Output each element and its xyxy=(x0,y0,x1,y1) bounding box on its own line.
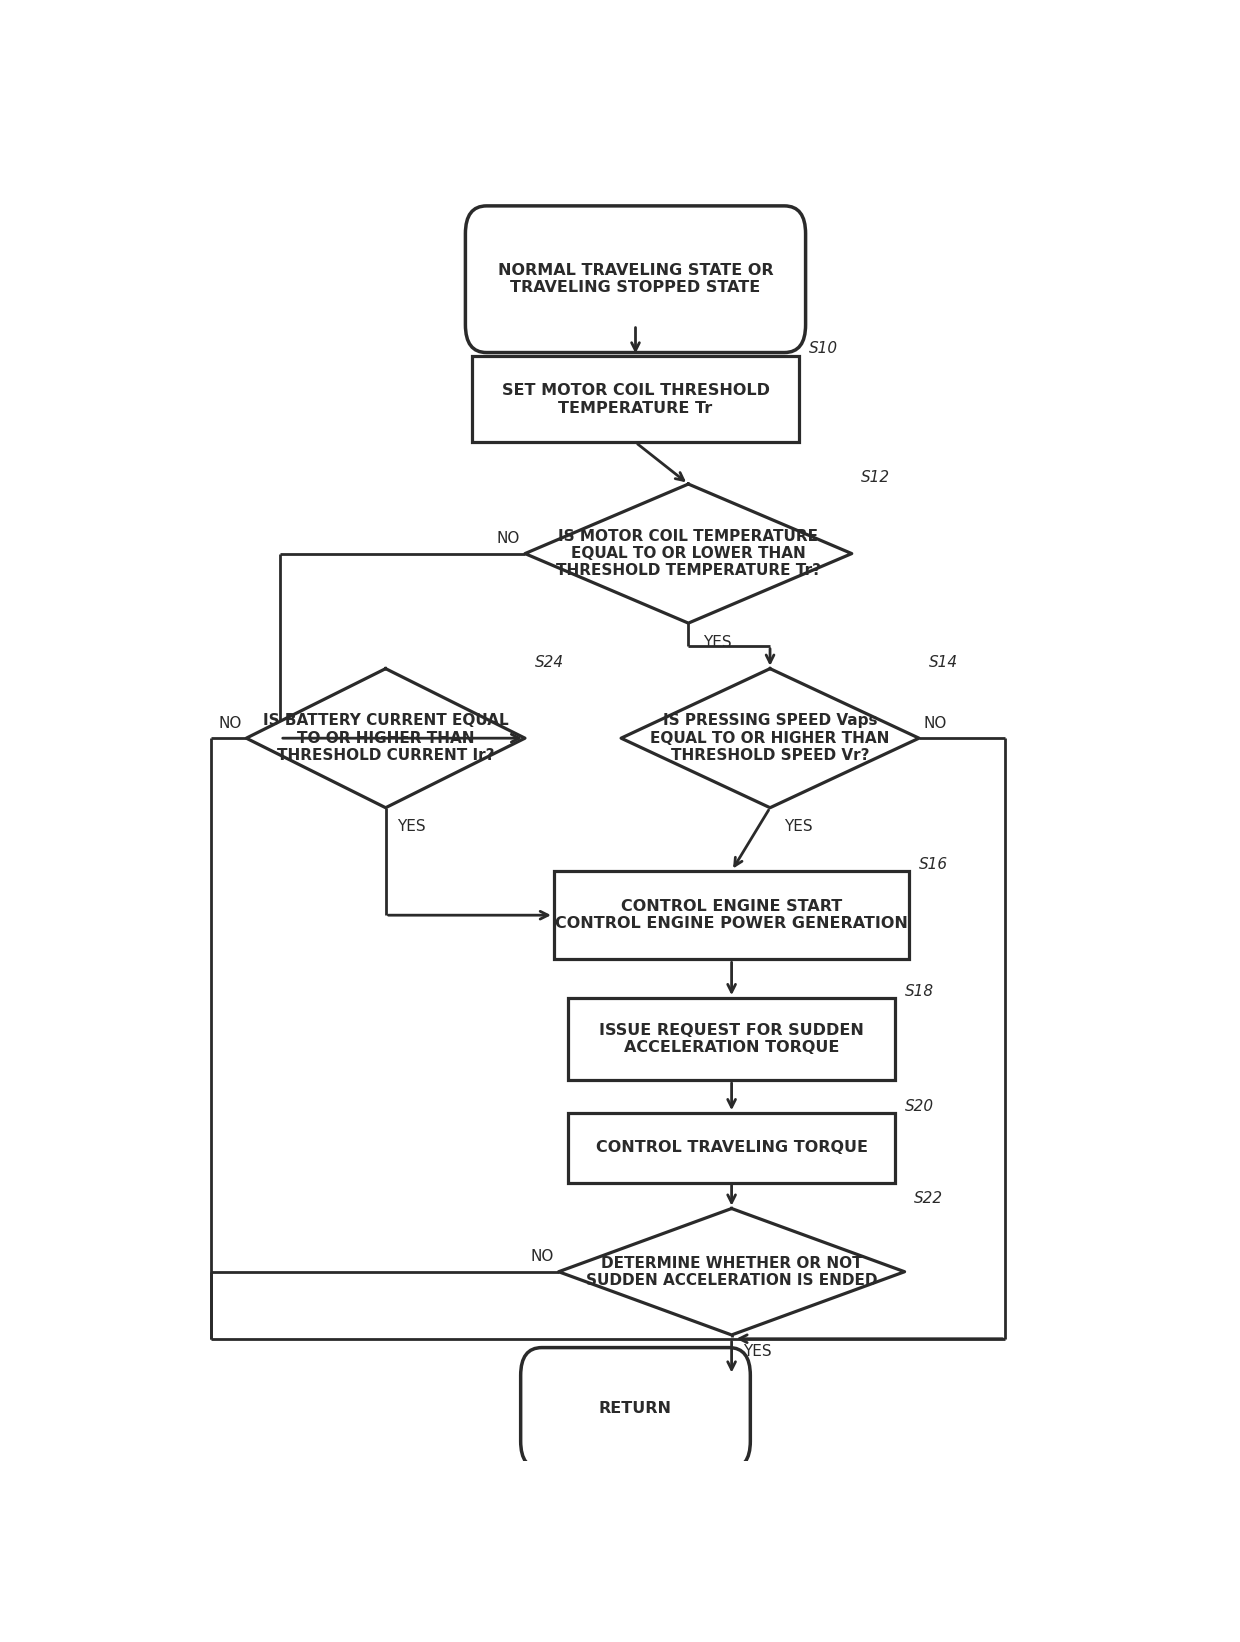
Polygon shape xyxy=(525,484,852,622)
Bar xyxy=(568,1113,895,1182)
Polygon shape xyxy=(247,668,525,808)
Text: DETERMINE WHETHER OR NOT
SUDDEN ACCELERATION IS ENDED: DETERMINE WHETHER OR NOT SUDDEN ACCELERA… xyxy=(585,1256,878,1287)
Text: S24: S24 xyxy=(534,655,564,670)
Text: NO: NO xyxy=(924,716,947,731)
Text: SET MOTOR COIL THRESHOLD
TEMPERATURE Tr: SET MOTOR COIL THRESHOLD TEMPERATURE Tr xyxy=(501,383,770,415)
Text: S18: S18 xyxy=(905,984,934,998)
Bar xyxy=(472,356,799,442)
Text: YES: YES xyxy=(785,819,813,834)
Text: CONTROL ENGINE START
CONTROL ENGINE POWER GENERATION: CONTROL ENGINE START CONTROL ENGINE POWE… xyxy=(556,898,908,931)
Text: YES: YES xyxy=(397,819,425,834)
Text: S14: S14 xyxy=(929,655,957,670)
Text: NO: NO xyxy=(531,1250,554,1264)
Text: IS MOTOR COIL TEMPERATURE
EQUAL TO OR LOWER THAN
THRESHOLD TEMPERATURE Tr?: IS MOTOR COIL TEMPERATURE EQUAL TO OR LO… xyxy=(556,529,821,578)
Text: YES: YES xyxy=(743,1343,771,1360)
FancyBboxPatch shape xyxy=(465,205,806,353)
Text: S16: S16 xyxy=(919,857,949,872)
Text: NORMAL TRAVELING STATE OR
TRAVELING STOPPED STATE: NORMAL TRAVELING STATE OR TRAVELING STOP… xyxy=(497,263,774,296)
Text: S12: S12 xyxy=(862,470,890,486)
Text: YES: YES xyxy=(703,634,732,650)
Text: ISSUE REQUEST FOR SUDDEN
ACCELERATION TORQUE: ISSUE REQUEST FOR SUDDEN ACCELERATION TO… xyxy=(599,1023,864,1056)
Bar xyxy=(554,870,909,959)
Polygon shape xyxy=(621,668,919,808)
Text: S22: S22 xyxy=(914,1190,944,1205)
Text: IS PRESSING SPEED Vaps
EQUAL TO OR HIGHER THAN
THRESHOLD SPEED Vr?: IS PRESSING SPEED Vaps EQUAL TO OR HIGHE… xyxy=(650,713,890,764)
Text: S20: S20 xyxy=(905,1098,934,1113)
Bar xyxy=(568,998,895,1080)
Polygon shape xyxy=(558,1209,905,1335)
Text: S10: S10 xyxy=(808,342,837,356)
Text: RETURN: RETURN xyxy=(599,1401,672,1415)
Text: NO: NO xyxy=(218,716,242,731)
Text: NO: NO xyxy=(497,530,521,545)
Text: IS BATTERY CURRENT EQUAL
TO OR HIGHER THAN
THRESHOLD CURRENT Ir?: IS BATTERY CURRENT EQUAL TO OR HIGHER TH… xyxy=(263,713,508,764)
Text: CONTROL TRAVELING TORQUE: CONTROL TRAVELING TORQUE xyxy=(595,1140,868,1156)
FancyBboxPatch shape xyxy=(521,1348,750,1470)
